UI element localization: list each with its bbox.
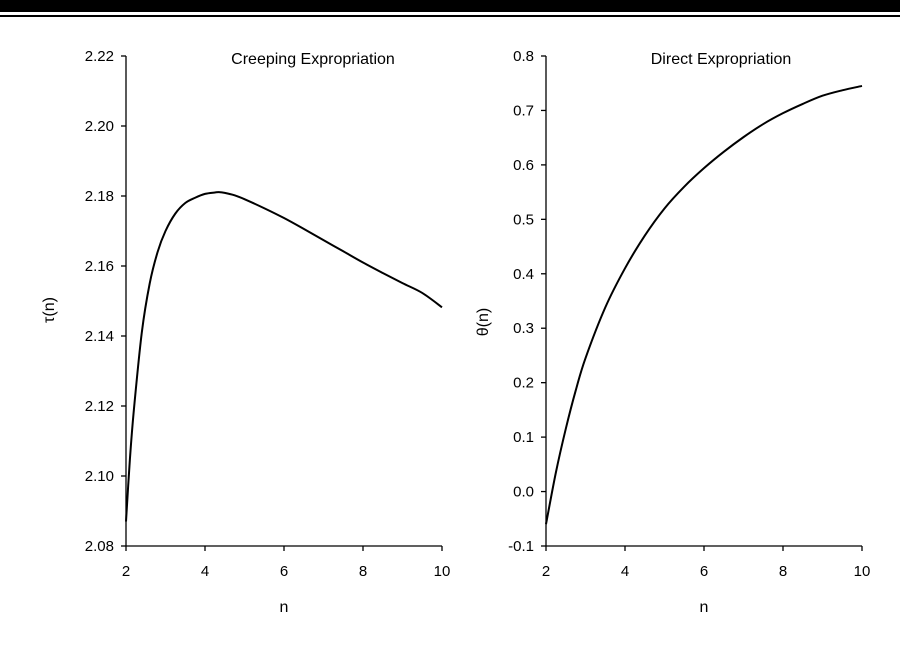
y-tick-label: 0.4 [513, 266, 534, 283]
chart-title: Creeping Expropriation [231, 51, 395, 68]
header-rule-thin [0, 15, 900, 17]
x-tick-label: 10 [854, 563, 871, 580]
y-tick-label: 2.22 [85, 48, 114, 65]
y-tick-label: 2.16 [85, 258, 114, 275]
y-tick-label: 2.18 [85, 188, 114, 205]
x-tick-label: 4 [621, 563, 629, 580]
series-line [125, 191, 443, 522]
x-axis-label: n [280, 599, 289, 616]
x-tick-label: 8 [779, 563, 787, 580]
y-tick-label: 2.12 [85, 398, 114, 415]
y-tick-label: 2.08 [85, 538, 114, 555]
x-tick-label: 8 [359, 563, 367, 580]
x-tick-label: 6 [280, 563, 288, 580]
x-tick-label: 4 [201, 563, 209, 580]
header-rule-thick [0, 0, 900, 12]
y-tick-label: 0.8 [513, 48, 534, 65]
x-tick-label: 10 [434, 563, 451, 580]
axes [125, 56, 442, 547]
y-tick-labels: 2.22 2.20 2.18 2.16 2.14 2.12 2.10 2.08 [85, 48, 114, 555]
x-axis-label: n [700, 599, 709, 616]
x-tick-label: 2 [542, 563, 550, 580]
chart-creeping-expropriation: Creeping Expropriation τ(n) n 2.222.202.… [41, 48, 450, 616]
axes [545, 56, 862, 547]
y-tick-label: 2.14 [85, 328, 114, 345]
series-line [545, 84, 863, 525]
y-tick-label: 0.3 [513, 320, 534, 337]
series-lines [125, 191, 443, 522]
y-tick-label: 0.2 [513, 375, 534, 392]
y-tick-label: 0.0 [513, 484, 534, 501]
tick-marks [121, 55, 443, 551]
x-tick-labels: 2 4 6 8 10 [122, 563, 451, 580]
x-tick-labels: 2 4 6 8 10 [542, 563, 871, 580]
y-tick-label: -0.1 [508, 538, 534, 555]
y-tick-label: 0.5 [513, 211, 534, 228]
y-axis-label: θ(n) [475, 308, 492, 336]
y-tick-label: 2.10 [85, 468, 114, 485]
chart-direct-expropriation: Direct Expropriation θ(n) n 0.8 0.7 0.6 0.5… [475, 48, 870, 616]
x-tick-label: 6 [700, 563, 708, 580]
y-tick-label: 0.1 [513, 429, 534, 446]
series-lines [545, 84, 863, 525]
y-tick-label: 2.20 [85, 118, 114, 135]
chart-title: Direct Expropriation [651, 51, 792, 68]
tick-marks [541, 55, 863, 551]
x-tick-label: 2 [122, 563, 130, 580]
y-tick-labels: 0.8 0.7 0.6 0.5 0.4 0.3 0.2 0.1 0.0 -0.1 [508, 48, 534, 555]
y-tick-label: 0.6 [513, 157, 534, 174]
y-tick-label: 0.7 [513, 102, 534, 119]
y-axis-label: τ(n) [41, 297, 58, 323]
